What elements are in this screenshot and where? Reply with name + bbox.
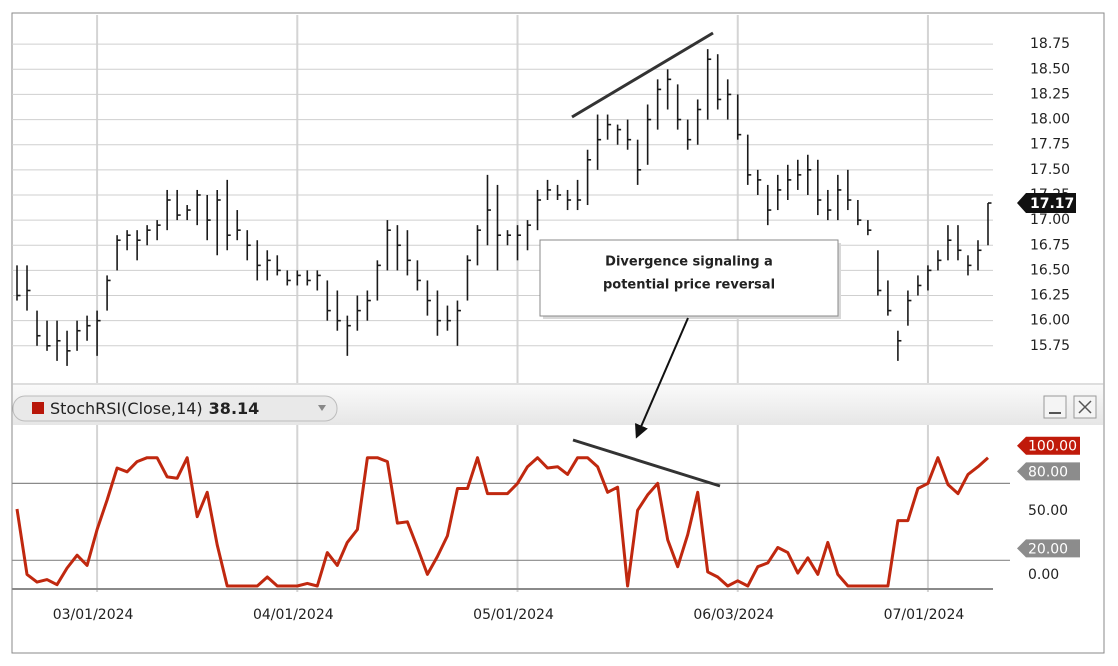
y-tick-label: 18.25 (1030, 86, 1070, 102)
callout-line: Divergence signaling a (605, 255, 773, 270)
y-tick-label: 16.25 (1030, 288, 1070, 304)
price-bars (16, 49, 992, 366)
y-tick-label: 18.00 (1030, 112, 1070, 128)
y-tick-label: 17.75 (1030, 137, 1070, 153)
y-tick-label: 50.00 (1028, 503, 1068, 519)
axis-labels: 15.7516.0016.2516.5016.7517.0017.2517.50… (53, 36, 1080, 623)
price-trend-line (571, 31, 714, 119)
y-tick-label: 16.50 (1030, 262, 1070, 278)
minimize-button[interactable] (1043, 395, 1067, 419)
y-tick-label: 16.75 (1030, 237, 1070, 253)
y-tick-label: 15.75 (1030, 338, 1070, 354)
indicator-name: StochRSI(Close,14) (50, 399, 203, 418)
y-tick-label: 0.00 (1028, 567, 1059, 583)
x-tick-label: 06/03/2024 (693, 607, 774, 623)
last-price-badge (1017, 193, 1076, 214)
y-tick-label: 16.00 (1030, 313, 1070, 329)
stoch-grid (12, 425, 1010, 592)
indicator-label: StochRSI(Close,14) 38.14 (50, 399, 259, 418)
y-tick-label: 20.00 (1028, 541, 1068, 557)
x-tick-label: 04/01/2024 (253, 607, 334, 623)
indicator-pill[interactable] (12, 395, 338, 422)
y-tick-badge (1017, 539, 1080, 558)
indicator-value: 38.14 (209, 399, 260, 418)
y-tick-label: 18.75 (1030, 36, 1070, 52)
frame (11, 12, 1105, 654)
y-tick-label: 100.00 (1028, 439, 1077, 455)
x-tick-label: 07/01/2024 (884, 607, 965, 623)
y-tick-label: 18.50 (1030, 61, 1070, 77)
stoch-trend-line (572, 438, 721, 488)
callout-box (539, 239, 839, 317)
indicator-swatch (32, 402, 44, 414)
callout-line: potential price reversal (603, 278, 775, 293)
callout-arrow (635, 317, 689, 439)
y-tick-label: 17.00 (1030, 212, 1070, 228)
close-button[interactable] (1073, 395, 1097, 419)
stoch-line-group (15, 456, 990, 588)
y-tick-badge (1017, 436, 1080, 455)
y-tick-label: 80.00 (1028, 464, 1068, 480)
x-tick-label: 03/01/2024 (53, 607, 134, 623)
y-tick-label: 17.50 (1030, 162, 1070, 178)
y-tick-badge (1017, 462, 1080, 481)
stoch-line (15, 456, 990, 588)
x-tick-label: 05/01/2024 (473, 607, 554, 623)
last-price-label: 17.17 (1030, 196, 1074, 212)
price-grid (12, 15, 993, 383)
dropdown-arrow[interactable] (318, 405, 326, 411)
